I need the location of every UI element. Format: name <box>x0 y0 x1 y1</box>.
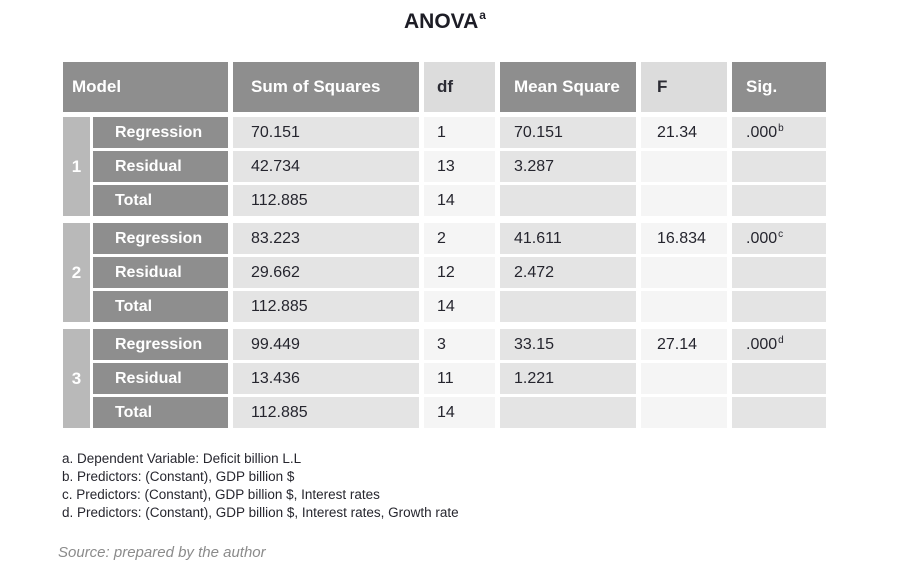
table-row: Total 112.885 14 <box>93 291 826 322</box>
col-header-mean-square: Mean Square <box>500 62 636 112</box>
f-value <box>641 185 727 216</box>
sum-of-squares-value: 99.449 <box>233 329 419 360</box>
sig-superscript: d <box>778 335 784 346</box>
mean-square-value: 2.472 <box>500 257 636 288</box>
table-row: Regression 83.223 2 41.611 16.834 .000 c <box>93 223 826 254</box>
col-header-sig: Sig. <box>732 62 826 112</box>
f-value: 27.14 <box>641 329 727 360</box>
sig-number: .000 <box>746 123 778 141</box>
sig-superscript: b <box>778 123 784 134</box>
mean-square-value: 1.221 <box>500 363 636 394</box>
row-label: Total <box>93 291 228 322</box>
df-value: 2 <box>424 223 495 254</box>
table-row: Regression 70.151 1 70.151 21.34 .000 b <box>93 117 826 148</box>
table-row: Total 112.885 14 <box>93 185 826 216</box>
sum-of-squares-value: 112.885 <box>233 185 419 216</box>
f-value: 16.834 <box>641 223 727 254</box>
row-label: Regression <box>93 329 228 360</box>
f-value <box>641 151 727 182</box>
mean-square-value: 3.287 <box>500 151 636 182</box>
model-number: 2 <box>63 223 90 322</box>
col-header-df: df <box>424 62 495 112</box>
df-value: 1 <box>424 117 495 148</box>
table-row: Total 112.885 14 <box>93 397 826 428</box>
sum-of-squares-value: 70.151 <box>233 117 419 148</box>
sig-superscript: c <box>778 229 784 240</box>
col-header-sum-of-squares: Sum of Squares <box>233 62 419 112</box>
df-value: 14 <box>424 397 495 428</box>
sig-value <box>732 257 826 288</box>
model-group-1: 1 Regression 70.151 1 70.151 21.34 .000 b… <box>63 117 826 216</box>
sig-value <box>732 363 826 394</box>
f-value: 21.34 <box>641 117 727 148</box>
table-footnotes: a. Dependent Variable: Deficit billion L… <box>62 450 459 522</box>
sig-value: .000 b <box>732 117 826 148</box>
anova-table: Model Sum of Squares df Mean Square F Si… <box>63 62 826 428</box>
mean-square-value <box>500 185 636 216</box>
sum-of-squares-value: 83.223 <box>233 223 419 254</box>
table-title-text: ANOVA <box>404 10 479 33</box>
df-value: 14 <box>424 291 495 322</box>
sig-value <box>732 151 826 182</box>
sig-value <box>732 185 826 216</box>
col-header-model: Model <box>63 62 228 112</box>
df-value: 13 <box>424 151 495 182</box>
sum-of-squares-value: 42.734 <box>233 151 419 182</box>
sig-value: .000 c <box>732 223 826 254</box>
f-value <box>641 363 727 394</box>
source-note: Source: prepared by the author <box>58 544 266 561</box>
table-row: Residual 29.662 12 2.472 <box>93 257 826 288</box>
df-value: 12 <box>424 257 495 288</box>
table-row: Residual 42.734 13 3.287 <box>93 151 826 182</box>
model-group-2: 2 Regression 83.223 2 41.611 16.834 .000… <box>63 223 826 322</box>
model-number: 3 <box>63 329 90 428</box>
mean-square-value: 70.151 <box>500 117 636 148</box>
table-title: ANOVAa <box>63 8 826 34</box>
table-row: Residual 13.436 11 1.221 <box>93 363 826 394</box>
df-value: 11 <box>424 363 495 394</box>
footnote-c: c. Predictors: (Constant), GDP billion $… <box>62 487 380 502</box>
row-label: Total <box>93 397 228 428</box>
row-label: Regression <box>93 117 228 148</box>
mean-square-value: 33.15 <box>500 329 636 360</box>
sig-value <box>732 291 826 322</box>
table-header-row: Model Sum of Squares df Mean Square F Si… <box>63 62 826 112</box>
footnote-a: a. Dependent Variable: Deficit billion L… <box>62 451 302 466</box>
f-value <box>641 257 727 288</box>
sum-of-squares-value: 29.662 <box>233 257 419 288</box>
f-value <box>641 291 727 322</box>
row-label: Residual <box>93 257 228 288</box>
table-title-superscript: a <box>479 8 486 22</box>
sum-of-squares-value: 112.885 <box>233 397 419 428</box>
row-label: Residual <box>93 363 228 394</box>
sig-number: .000 <box>746 229 778 247</box>
sig-number: .000 <box>746 335 778 353</box>
row-label: Regression <box>93 223 228 254</box>
footnote-b: b. Predictors: (Constant), GDP billion $ <box>62 469 295 484</box>
row-label: Residual <box>93 151 228 182</box>
model-group-3: 3 Regression 99.449 3 33.15 27.14 .000 d … <box>63 329 826 428</box>
sig-value <box>732 397 826 428</box>
f-value <box>641 397 727 428</box>
col-header-f: F <box>641 62 727 112</box>
footnote-d: d. Predictors: (Constant), GDP billion $… <box>62 505 459 520</box>
row-label: Total <box>93 185 228 216</box>
mean-square-value <box>500 291 636 322</box>
mean-square-value <box>500 397 636 428</box>
sig-value: .000 d <box>732 329 826 360</box>
sum-of-squares-value: 13.436 <box>233 363 419 394</box>
sum-of-squares-value: 112.885 <box>233 291 419 322</box>
table-row: Regression 99.449 3 33.15 27.14 .000 d <box>93 329 826 360</box>
df-value: 14 <box>424 185 495 216</box>
mean-square-value: 41.611 <box>500 223 636 254</box>
df-value: 3 <box>424 329 495 360</box>
model-number: 1 <box>63 117 90 216</box>
